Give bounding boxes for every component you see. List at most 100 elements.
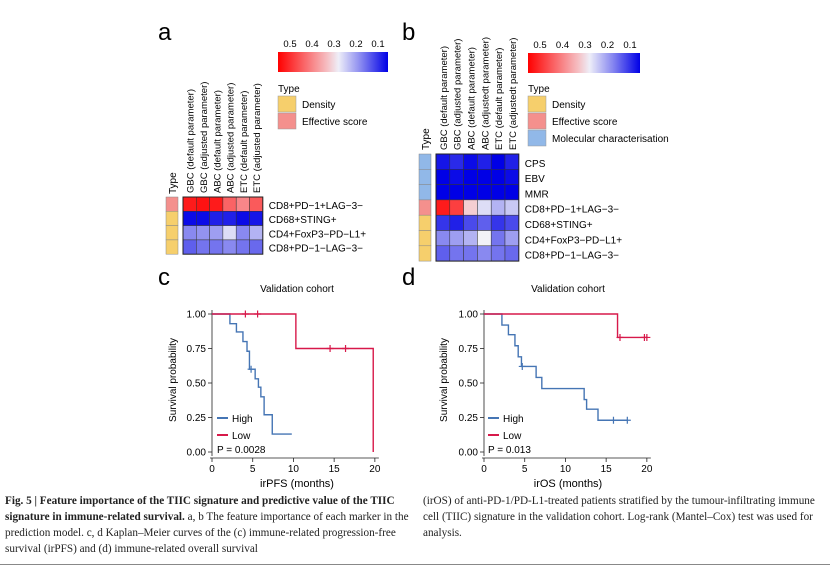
y-tick-label: 0.25: [459, 413, 479, 424]
heatmap-cell: [490, 153, 506, 170]
x-tick-label: 5: [522, 464, 528, 475]
row-label: EBV: [525, 174, 545, 185]
row-label: CD8+PD−1+LAG−3−: [269, 201, 363, 212]
row-label: CD8+PD−1+LAG−3−: [525, 205, 619, 216]
heatmap-cell: [182, 196, 197, 212]
heatmap-cell: [209, 196, 224, 212]
legend-a-title: Type: [278, 84, 300, 95]
heatmap-cell: [490, 245, 506, 262]
heatmap-cell: [490, 214, 506, 231]
x-tick-label: 5: [250, 464, 256, 475]
colorbar-a-gradient: [278, 52, 388, 72]
heatmap-cell: [477, 153, 492, 170]
row-label: CD68+STING+: [525, 220, 593, 231]
heatmap-cell: [504, 199, 520, 216]
heatmap-cell: [222, 239, 237, 255]
heatmap-cell: [463, 214, 478, 231]
heatmap-cell: [449, 214, 464, 231]
censor-mark: [518, 362, 526, 370]
colorbar-tick: 0.5: [533, 40, 546, 51]
heatmap-cell: [449, 184, 464, 201]
heatmap-cell: [449, 230, 464, 247]
legend-b-molecular-swatch: [527, 129, 547, 147]
heatmap-cell: [504, 214, 520, 231]
heatmap-cell: [209, 211, 224, 226]
legend-a-effective-swatch: [277, 112, 297, 130]
y-tick-label: 0.50: [459, 379, 479, 390]
heatmap-border: [435, 153, 520, 262]
heatmap-cell: [249, 239, 264, 255]
heatmap-cell: [222, 211, 237, 226]
row-label: CPS: [525, 159, 546, 170]
x-tick-label: 10: [288, 464, 300, 475]
type-cell: [418, 184, 432, 201]
heatmap-cell: [196, 225, 210, 241]
colorbar-tick: 0.2: [601, 40, 614, 51]
heatmap-cell: [490, 169, 506, 185]
heatmap-b: GBC (default parameter) GBC (adjusted par…: [418, 37, 669, 262]
censor-mark: [241, 310, 249, 318]
heatmap-b-legend: Type Density Effective score Molecular c…: [527, 84, 669, 147]
heatmap-cell: [435, 153, 451, 170]
row-label: CD4+FoxP3−PD−L1+: [525, 235, 622, 246]
colorbar-tick: 0.1: [623, 40, 636, 51]
legend-b-effective-label: Effective score: [552, 117, 618, 128]
heatmap-cell: [463, 230, 478, 247]
km-curve-low: [212, 313, 374, 452]
type-cell: [418, 199, 432, 216]
y-tick-label: 1.00: [187, 310, 207, 321]
heatmap-b-colorbar: 0.5 0.4 0.3 0.2 0.1: [528, 40, 640, 73]
x-tick-label: 20: [369, 464, 381, 475]
heatmap-a-column-labels: GBC (default parameter) GBC (adjusted par…: [186, 82, 264, 193]
heatmap-border: [182, 196, 264, 255]
heatmap-b-type-label: Type: [421, 128, 432, 150]
y-tick-label: 0.75: [187, 344, 207, 355]
colorbar-tick: 0.2: [349, 39, 362, 50]
km-plot-d: Validation cohort Survival probability i…: [439, 284, 653, 490]
censor-mark: [616, 333, 624, 341]
caption-right-column: (irOS) of anti-PD-1/PD-L1-treated patien…: [423, 495, 815, 539]
type-cell: [418, 245, 432, 262]
type-cell: [418, 153, 432, 170]
panel-b-letter: b: [402, 19, 415, 46]
heatmap-b-cells: [435, 153, 520, 262]
y-tick-label: 0.25: [187, 413, 207, 424]
heatmap-cell: [477, 169, 492, 185]
heatmap-cell: [435, 199, 451, 216]
colorbar-tick: 0.4: [305, 39, 318, 50]
legend-a-effective-label: Effective score: [302, 117, 368, 128]
heatmap-cell: [182, 211, 197, 226]
heatmap-b-column-labels: GBC (default parameter) GBC (adjusted par…: [439, 37, 519, 150]
km-curve-low: [484, 313, 647, 339]
heatmap-cell: [504, 153, 520, 170]
heatmap-cell: [477, 199, 492, 216]
row-label: CD4+FoxP3−PD−L1+: [269, 229, 366, 240]
km-plot-c: Validation cohort Survival probability i…: [168, 284, 381, 490]
heatmap-cell: [435, 230, 451, 247]
km-c-xlabel: irPFS (months): [260, 478, 334, 490]
heatmap-cell: [435, 214, 451, 231]
type-cell: [418, 169, 432, 185]
km-d-pvalue: P = 0.013: [488, 445, 531, 456]
heatmap-cell: [477, 184, 492, 201]
km-c-ylabel: Survival probability: [168, 338, 179, 422]
caption-left-column: Fig. 5 | Feature importance of the TIIC …: [5, 493, 413, 557]
censor-mark: [254, 310, 262, 318]
x-tick-label: 15: [601, 464, 613, 475]
x-tick-label: 10: [560, 464, 572, 475]
heatmap-a: GBC (default parameter) GBC (adjusted par…: [165, 39, 388, 255]
heatmap-b-row-labels: CPS EBV MMR CD8+PD−1+LAG−3− CD68+STING+ CD4+F…: [525, 159, 622, 262]
heatmap-cell: [449, 245, 464, 262]
row-label: CD8+PD−1−LAG−3−: [269, 244, 363, 255]
heatmap-cell: [490, 184, 506, 201]
type-cell: [165, 239, 179, 255]
heatmap-cell: [435, 169, 451, 185]
heatmap-cell: [235, 196, 250, 212]
type-cell: [418, 230, 432, 247]
heatmap-b-type-column: [418, 153, 432, 262]
type-cell: [165, 225, 179, 241]
colorbar-tick: 0.1: [371, 39, 384, 50]
heatmap-cell: [222, 196, 237, 212]
colorbar-tick: 0.3: [578, 40, 591, 51]
km-c-legend: High Low P = 0.0028: [217, 414, 266, 456]
